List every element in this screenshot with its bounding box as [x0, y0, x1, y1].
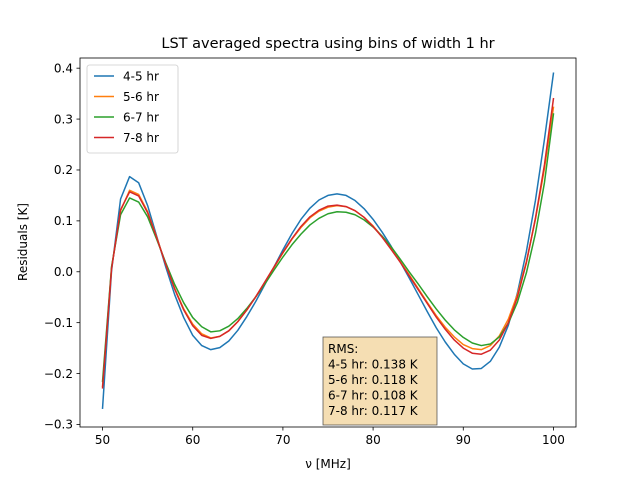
series-line-1	[101, 72, 555, 409]
x-tick-label: 70	[275, 433, 290, 447]
x-axis-label: ν [MHz]	[305, 457, 351, 471]
x-tick-label: 90	[456, 433, 471, 447]
legend-label: 5-6 hr	[123, 90, 159, 104]
chart-title: LST averaged spectra using bins of width…	[161, 36, 494, 52]
legend-label: 4-5 hr	[123, 69, 159, 83]
legend-box	[86, 64, 179, 154]
y-tick-label: −0.1	[44, 316, 73, 330]
x-tick-label: 50	[95, 433, 110, 447]
x-tick-label: 100	[542, 433, 565, 447]
y-tick-label: −0.3	[44, 418, 73, 432]
legend-label: 6-7 hr	[123, 110, 159, 124]
y-tick-label: −0.2	[44, 367, 73, 381]
y-tick-label: 0.2	[54, 163, 73, 177]
y-axis: −0.3 −0.2 −0.1 0.0 0.1 0.2 0.3 0.4	[44, 61, 80, 432]
y-axis-label: Residuals [K]	[16, 203, 30, 281]
series-line-4	[101, 97, 555, 389]
x-tick-label: 60	[185, 433, 200, 447]
legend-label: 7-8 hr	[123, 131, 159, 145]
rms-box	[322, 336, 438, 426]
plot-frame	[79, 57, 577, 428]
y-tick-label: 0.4	[54, 61, 73, 75]
x-axis: 50 60 70 80 90 100	[95, 427, 565, 447]
y-tick-label: 0.3	[54, 112, 73, 126]
y-tick-label: 0.0	[54, 265, 73, 279]
rms-line: 4-5 hr: 0.138 K	[328, 358, 419, 372]
series-lines	[101, 72, 555, 409]
legend: 4-5 hr 5-6 hr 6-7 hr 7-8 hr	[86, 64, 179, 154]
y-tick-label: 0.1	[54, 214, 73, 228]
x-tick-label: 80	[365, 433, 380, 447]
rms-line: 7-8 hr: 0.117 K	[328, 404, 419, 418]
rms-line: 5-6 hr: 0.118 K	[328, 373, 419, 387]
rms-annotation: RMS: 4-5 hr: 0.138 K5-6 hr: 0.118 K 6-7 hr…	[322, 336, 438, 426]
rms-line: RMS:	[328, 342, 358, 356]
rms-line: 6-7 hr: 0.108 K	[328, 389, 419, 403]
series-line-3	[101, 113, 555, 382]
